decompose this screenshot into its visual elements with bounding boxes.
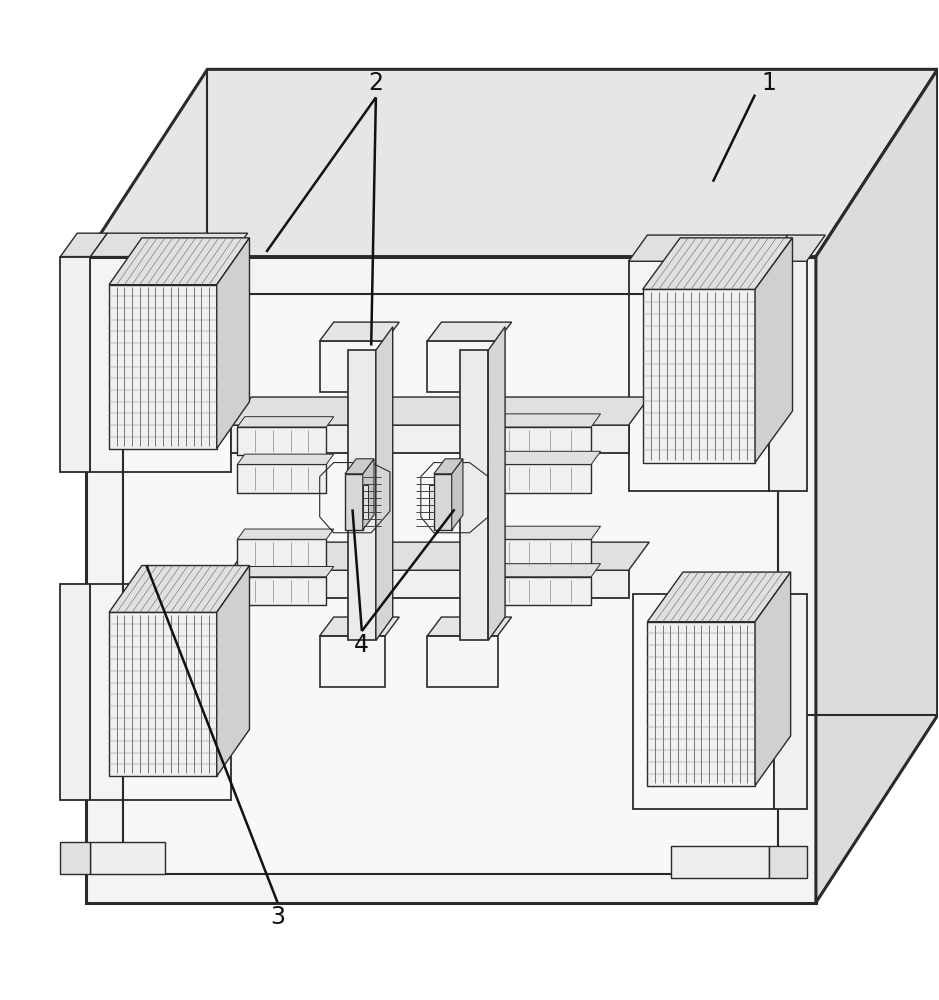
Polygon shape — [488, 577, 592, 605]
Polygon shape — [488, 327, 505, 640]
Polygon shape — [231, 425, 628, 453]
Polygon shape — [460, 350, 488, 640]
Polygon shape — [488, 414, 601, 427]
Polygon shape — [769, 846, 807, 878]
Polygon shape — [85, 69, 938, 257]
Polygon shape — [60, 584, 90, 800]
Polygon shape — [231, 542, 649, 570]
Polygon shape — [452, 459, 463, 530]
Polygon shape — [345, 474, 362, 530]
Polygon shape — [488, 427, 592, 455]
Polygon shape — [109, 285, 217, 449]
Polygon shape — [755, 572, 791, 786]
Polygon shape — [488, 564, 601, 577]
Polygon shape — [123, 294, 778, 874]
Polygon shape — [434, 459, 463, 474]
Polygon shape — [109, 566, 250, 612]
Text: 3: 3 — [270, 905, 285, 929]
Polygon shape — [60, 233, 107, 257]
Text: 4: 4 — [354, 633, 369, 657]
Polygon shape — [238, 427, 326, 455]
Polygon shape — [238, 417, 333, 427]
Text: 2: 2 — [368, 71, 383, 95]
Polygon shape — [90, 842, 165, 874]
Polygon shape — [816, 69, 938, 903]
Polygon shape — [90, 233, 248, 257]
Polygon shape — [488, 464, 592, 493]
Polygon shape — [642, 289, 755, 463]
Polygon shape — [628, 235, 788, 261]
Polygon shape — [217, 238, 250, 449]
Polygon shape — [109, 612, 217, 776]
Polygon shape — [488, 451, 601, 464]
Polygon shape — [427, 636, 498, 687]
Polygon shape — [85, 257, 816, 903]
Polygon shape — [319, 341, 385, 392]
Polygon shape — [488, 526, 601, 539]
Polygon shape — [238, 454, 333, 464]
Polygon shape — [238, 577, 326, 605]
Polygon shape — [647, 572, 791, 622]
Polygon shape — [362, 459, 374, 530]
Polygon shape — [755, 238, 793, 463]
Polygon shape — [238, 539, 326, 567]
Polygon shape — [428, 485, 434, 519]
Polygon shape — [769, 261, 807, 491]
Polygon shape — [488, 539, 592, 567]
Polygon shape — [238, 566, 333, 577]
Polygon shape — [319, 617, 399, 636]
Polygon shape — [647, 622, 755, 786]
Polygon shape — [319, 636, 385, 687]
Polygon shape — [376, 327, 393, 640]
Polygon shape — [238, 464, 326, 493]
Polygon shape — [345, 459, 374, 474]
Polygon shape — [362, 485, 368, 519]
Polygon shape — [109, 238, 250, 285]
Polygon shape — [427, 322, 512, 341]
Polygon shape — [774, 594, 807, 809]
Polygon shape — [427, 617, 512, 636]
Polygon shape — [231, 570, 628, 598]
Polygon shape — [427, 341, 498, 392]
Polygon shape — [238, 529, 333, 539]
Polygon shape — [217, 566, 250, 776]
Polygon shape — [670, 846, 769, 878]
Polygon shape — [642, 238, 793, 289]
Polygon shape — [769, 235, 825, 261]
Polygon shape — [231, 397, 649, 425]
Polygon shape — [319, 322, 399, 341]
Polygon shape — [60, 842, 90, 874]
Polygon shape — [60, 257, 90, 472]
Polygon shape — [347, 350, 376, 640]
Polygon shape — [434, 474, 452, 530]
Text: 1: 1 — [762, 71, 777, 95]
